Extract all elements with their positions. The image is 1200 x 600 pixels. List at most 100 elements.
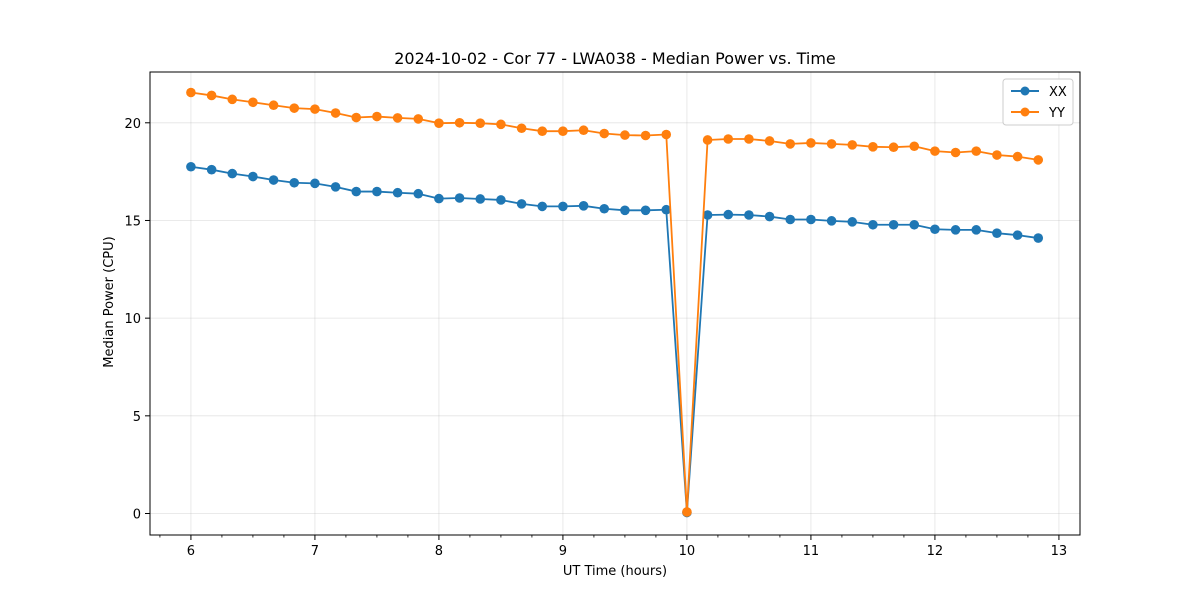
data-point-yy: [186, 87, 196, 98]
data-point-yy: [992, 150, 1002, 160]
data-point-yy: [454, 117, 465, 128]
data-point-xx: [971, 225, 982, 235]
x-tick-label: 10: [679, 544, 696, 559]
data-point-xx: [248, 171, 258, 182]
legend-label-xx: XX: [1049, 85, 1067, 100]
data-point-xx: [599, 203, 610, 214]
data-point-xx: [1033, 233, 1044, 243]
data-point-xx: [516, 199, 527, 209]
data-point-yy: [1012, 151, 1023, 162]
data-point-yy: [1033, 155, 1044, 165]
data-point-yy: [372, 111, 382, 122]
data-point-xx: [744, 210, 754, 220]
data-point-xx: [434, 193, 444, 204]
data-point-yy: [744, 134, 754, 144]
data-point-yy: [930, 146, 940, 156]
legend-marker-yy: [1020, 107, 1030, 117]
data-point-yy: [620, 130, 630, 140]
data-point-yy: [248, 97, 258, 108]
data-point-yy: [640, 130, 651, 141]
y-tick-label: 15: [124, 214, 141, 229]
x-tick-label: 9: [559, 544, 567, 559]
data-point-yy: [434, 118, 444, 128]
data-point-xx: [723, 209, 734, 220]
x-tick-label: 7: [311, 544, 319, 559]
data-point-yy: [558, 126, 568, 136]
data-point-yy: [227, 94, 238, 105]
data-point-yy: [888, 142, 899, 153]
data-point-xx: [764, 211, 775, 222]
data-point-yy: [599, 128, 610, 139]
data-point-yy: [702, 135, 713, 145]
data-point-yy: [475, 118, 486, 128]
y-axis-label: Median Power (CPU): [102, 236, 117, 367]
data-point-xx: [413, 188, 424, 199]
series-yy: [186, 87, 1044, 517]
chart-title: 2024-10-02 - Cor 77 - LWA038 - Median Po…: [394, 49, 836, 68]
data-point-xx: [186, 161, 196, 172]
data-point-xx: [992, 228, 1002, 238]
data-point-xx: [372, 186, 382, 197]
data-point-xx: [227, 168, 238, 179]
series-xx: [186, 161, 1044, 518]
data-point-xx: [950, 225, 961, 235]
data-point-xx: [351, 186, 362, 197]
data-point-xx: [537, 201, 548, 212]
y-tick-label: 20: [124, 117, 141, 132]
data-point-yy: [351, 112, 362, 123]
y-tick-label: 10: [124, 312, 141, 327]
data-point-xx: [930, 224, 940, 235]
data-point-yy: [330, 108, 341, 118]
data-point-xx: [620, 205, 630, 216]
legend-marker-xx: [1020, 86, 1030, 96]
grid-lines: [150, 72, 1080, 535]
data-point-yy: [785, 139, 796, 149]
data-point-xx: [868, 219, 878, 230]
data-point-yy: [537, 126, 548, 136]
data-point-yy: [868, 142, 878, 152]
data-point-yy: [578, 125, 589, 136]
data-point-xx: [330, 182, 341, 192]
data-point-xx: [454, 193, 465, 203]
data-point-xx: [661, 204, 672, 215]
x-axis-label: UT Time (hours): [563, 564, 667, 579]
data-point-xx: [206, 164, 217, 175]
data-point-yy: [413, 114, 424, 124]
data-point-xx: [640, 205, 651, 216]
y-tick-label: 0: [133, 508, 141, 523]
plot-series: [186, 87, 1044, 518]
plot-frame: [149, 71, 1081, 536]
data-point-xx: [847, 217, 858, 227]
data-point-xx: [826, 216, 837, 226]
x-tick-label: 8: [435, 544, 443, 559]
data-point-yy: [310, 104, 320, 114]
data-point-xx: [888, 219, 899, 230]
data-point-xx: [558, 201, 568, 212]
data-point-xx: [496, 195, 506, 205]
data-point-yy: [496, 119, 506, 130]
legend-label-yy: YY: [1048, 106, 1065, 121]
x-tick-label: 6: [187, 544, 195, 559]
x-axis-ticks: 6 7 8 9 10 11 12 13: [159, 535, 1068, 559]
data-point-xx: [909, 219, 920, 230]
data-point-yy: [806, 138, 816, 148]
data-point-xx: [289, 177, 300, 188]
data-point-xx: [806, 214, 816, 225]
y-axis-ticks: 0 5 10 15 20: [124, 117, 150, 523]
data-point-xx: [310, 178, 320, 189]
data-point-yy: [971, 146, 982, 156]
x-tick-label: 13: [1051, 544, 1068, 559]
data-point-yy: [723, 134, 734, 144]
data-point-xx: [578, 201, 589, 211]
data-point-yy: [682, 507, 692, 517]
data-point-yy: [909, 141, 920, 152]
y-tick-label: 5: [133, 410, 141, 425]
data-point-xx: [268, 175, 279, 185]
data-point-xx: [392, 187, 403, 198]
data-point-yy: [289, 103, 300, 113]
data-point-xx: [1012, 230, 1023, 240]
data-point-yy: [847, 140, 858, 150]
data-point-yy: [206, 90, 217, 101]
